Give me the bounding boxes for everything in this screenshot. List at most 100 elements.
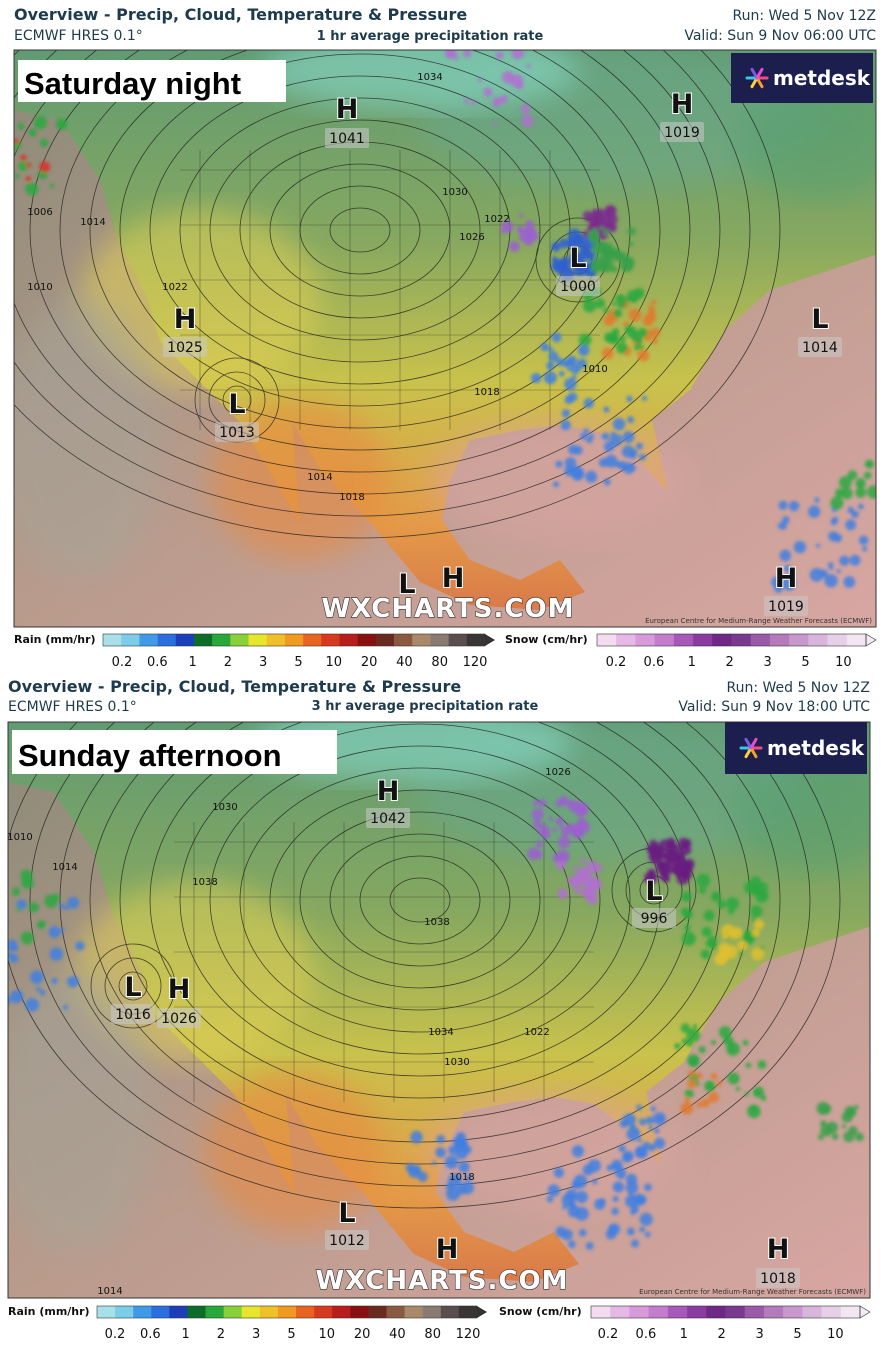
- precip-cell: [603, 307, 610, 314]
- model-name: ECMWF HRES 0.1°: [14, 28, 143, 44]
- precip-cell: [597, 261, 609, 273]
- snow-tick-label: 5: [793, 1327, 801, 1342]
- snow-swatch: [731, 634, 752, 646]
- precip-cell: [855, 1132, 864, 1142]
- pressure-center: L: [645, 876, 662, 907]
- isobar: [269, 789, 571, 1011]
- snow-legend-title: Snow (cm/hr): [499, 1305, 582, 1318]
- precip-cell: [626, 1227, 635, 1236]
- rain-tick-label: 5: [294, 655, 302, 670]
- precip-cell: [567, 366, 572, 372]
- precip-cell: [621, 295, 626, 300]
- precip-cell: [603, 441, 615, 452]
- snow-swatch: [821, 1306, 842, 1318]
- precip-cell: [760, 891, 769, 900]
- precip-cell: [543, 371, 557, 385]
- precip-cell: [592, 228, 599, 235]
- precip-cell: [611, 328, 620, 336]
- run-time: Run: Wed 5 Nov 12Z: [726, 680, 870, 696]
- isobar: [179, 97, 541, 363]
- precip-cell: [60, 927, 65, 932]
- precip-cell: [648, 1125, 654, 1131]
- precip-cell: [559, 825, 564, 830]
- precip-cell: [585, 470, 598, 483]
- precip-cell: [38, 920, 46, 928]
- precip-cell: [444, 1155, 459, 1169]
- precip-cell: [515, 81, 524, 90]
- isobar-label: 1022: [162, 282, 187, 293]
- rain-swatch: [314, 1306, 333, 1318]
- precip-cell: [531, 808, 544, 821]
- pressure-value: 1025: [167, 340, 203, 356]
- rain-swatch: [422, 1306, 442, 1318]
- snow-swatch: [654, 634, 675, 646]
- isobars: [8, 722, 841, 1209]
- precip-cell: [458, 1161, 470, 1173]
- rain-swatch: [386, 1306, 405, 1318]
- map-frame: [13, 49, 877, 628]
- precip-cell: [674, 1042, 681, 1050]
- precip-cell: [681, 931, 696, 946]
- precip-cell: [727, 1045, 735, 1053]
- pressure-value-bg: [798, 337, 842, 357]
- snow-arrow: [859, 1305, 871, 1319]
- snow-swatch: [802, 1306, 822, 1318]
- pressure-center: H: [767, 1234, 790, 1265]
- snow-tick-label: 3: [763, 655, 771, 670]
- precip-cell: [67, 896, 80, 909]
- rain-bar-frame: [96, 1305, 478, 1319]
- precip-cell: [628, 308, 642, 322]
- precip-cell: [827, 562, 834, 568]
- precip-cell: [564, 395, 574, 405]
- pressure-center: L: [569, 243, 586, 274]
- precip-cell: [855, 487, 867, 498]
- precip-cell: [700, 949, 711, 960]
- cloud-field: [734, 752, 870, 872]
- precip-cell: [718, 1026, 732, 1039]
- precip-cell: [744, 881, 757, 895]
- precip-cell: [546, 1195, 554, 1203]
- precip-cell: [642, 395, 648, 401]
- precip-cell: [618, 461, 628, 471]
- precip-cell: [609, 433, 623, 447]
- rain-tick-label: 80: [424, 1327, 441, 1342]
- precip-cell: [562, 359, 571, 368]
- cloud-field: [14, 300, 160, 580]
- precip-cell: [547, 1184, 560, 1197]
- precip-cell: [583, 428, 589, 434]
- precip-cell: [611, 1159, 623, 1171]
- precip-cell: [575, 1190, 588, 1204]
- precip-cell: [687, 1040, 694, 1047]
- precip-cell: [622, 1150, 634, 1162]
- precip-cell: [516, 225, 525, 234]
- precip-cell: [591, 878, 598, 885]
- precip-cell: [787, 571, 796, 580]
- precip-cell: [555, 798, 565, 808]
- precip-cell: [717, 899, 727, 909]
- pressure-center: L: [811, 304, 828, 335]
- rain-swatch: [230, 634, 249, 646]
- pressure-value: 1014: [802, 340, 838, 356]
- precip-cell: [583, 398, 594, 409]
- precip-cell: [598, 1198, 606, 1206]
- precip-cell: [611, 250, 623, 262]
- precip-cell: [696, 873, 711, 888]
- precip-cell: [625, 1194, 638, 1208]
- precip-cell: [530, 372, 542, 384]
- rain-swatch: [157, 634, 177, 646]
- isobar: [8, 722, 841, 1209]
- snow-swatch: [629, 1306, 649, 1318]
- isobar: [90, 943, 176, 1029]
- rain-tick-label: 120: [463, 655, 488, 670]
- isobar-label: 1018: [449, 1172, 474, 1183]
- precip-cell: [626, 395, 633, 402]
- precip-cell: [572, 865, 578, 871]
- precip-cell: [650, 299, 657, 305]
- precip-cell: [650, 327, 661, 338]
- precip-cell: [652, 338, 658, 345]
- rain-swatch: [466, 634, 486, 646]
- precip-cell: [64, 905, 70, 911]
- isobar: [329, 833, 511, 967]
- precip-cell: [553, 481, 560, 488]
